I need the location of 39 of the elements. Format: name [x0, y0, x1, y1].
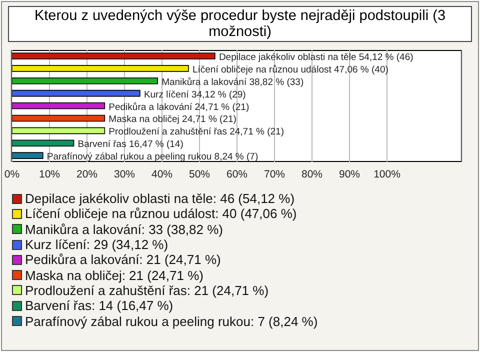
bar: [12, 77, 158, 84]
text: Prodloužení a zahuštění řas: 21 (24,71 %): [25, 282, 269, 298]
text: Depilace jakékoliv oblasti na těle: 46 (54,12 %): [25, 191, 295, 206]
x-tick-label: 50%: [188, 168, 210, 180]
x-tick-label: 40%: [151, 168, 173, 180]
category-label: Líčení obličeje na různou událost 47,06 % (40): [192, 64, 388, 76]
text: Kurz líčení: 29 (34,12 %): [25, 237, 168, 252]
x-tick-label: 60%: [226, 168, 248, 180]
category-label: Prodloužení a zahuštění řas 24,71 % (21): [108, 126, 284, 138]
category-label: Barvení řas 16,47 % (14): [78, 139, 184, 150]
bar: [12, 127, 106, 134]
bar: [12, 140, 74, 147]
category-label: Maska na obličej 24,71 % (21): [108, 114, 236, 126]
x-tick-label: 90%: [338, 168, 360, 180]
x-tick-label: 20%: [76, 168, 98, 180]
bar: [12, 102, 106, 110]
text: Parafínový zábal rukou a peeling rukou: 7 (8,24 %): [25, 314, 318, 329]
bar: [12, 152, 44, 159]
x-tick-label: 10%: [38, 168, 60, 180]
bar: [12, 52, 216, 60]
x-tick-label: 70%: [264, 168, 286, 180]
bar: [12, 90, 140, 97]
text: Maska na obličej: 21 (24,71 %): [25, 268, 204, 283]
text: Manikůra a lakování: 33 (38,82 %): [25, 222, 223, 237]
category-label: Depilace jakékoliv oblasti na těle 54,12 % (46): [218, 52, 414, 63]
category-label: Pedikůra a lakování 24,71 % (21): [108, 102, 250, 113]
x-tick-label: 0%: [4, 168, 20, 180]
chart-title: Kterou z uvedených výše procedur byste nejraději podstoupili (3 možnosti): [8, 6, 472, 42]
text: Líčení obličeje na různou událost: 40 (47,06 %): [25, 206, 297, 222]
text: Pedikůra a lakování: 21 (24,71 %): [25, 252, 221, 268]
x-tick-label: 100%: [374, 168, 400, 180]
category-label: Manikůra a lakování 38,82 % (33): [162, 76, 304, 88]
bar: [12, 114, 106, 122]
x-tick-label: 30%: [114, 168, 136, 180]
category-label: Parafínový zábal rukou a peeling rukou 8,24 % (7): [46, 152, 258, 163]
text: Barvení řas: 14 (16,47 %): [25, 298, 174, 314]
bar: [12, 65, 189, 72]
category-label: Kurz líčení 34,12 % (29): [144, 89, 246, 100]
x-tick-label: 80%: [301, 168, 323, 180]
